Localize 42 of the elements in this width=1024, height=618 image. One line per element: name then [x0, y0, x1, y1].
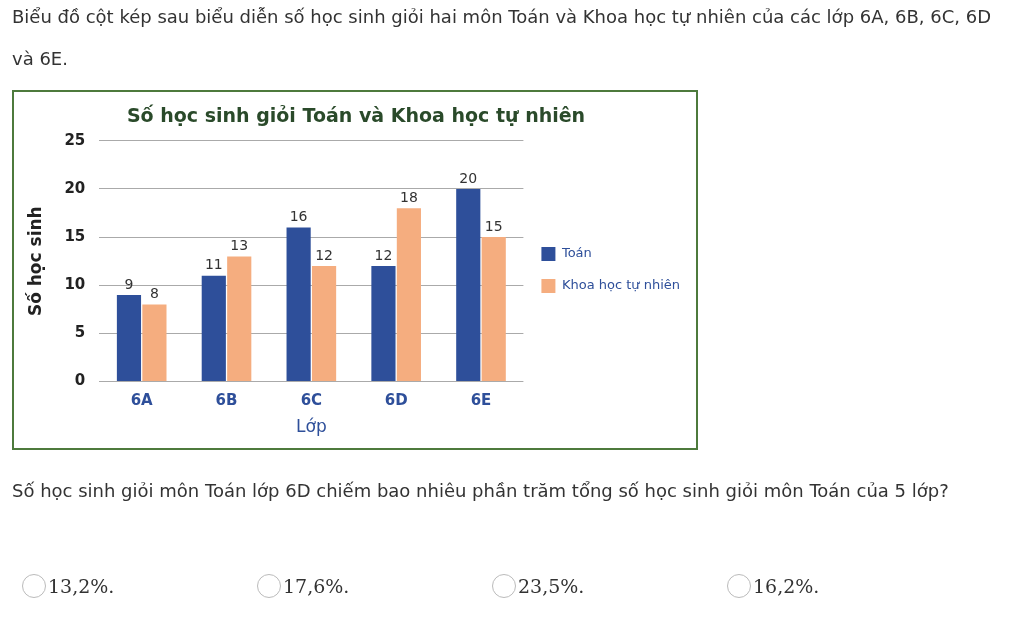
bar — [286, 227, 311, 382]
data-label: 20 — [459, 169, 478, 186]
bar — [371, 266, 396, 382]
legend-label: Toán — [560, 245, 592, 261]
text: 16,2%. — [753, 574, 820, 599]
y-tick-label: 25 — [64, 130, 86, 149]
data-label: 15 — [484, 217, 503, 234]
bar — [142, 304, 167, 382]
x-tick-label: 6D — [384, 391, 408, 410]
x-axis-title: Lớp — [296, 416, 327, 437]
legend-label: Khoa học tự nhiên — [561, 277, 681, 293]
data-label: 12 — [315, 246, 333, 263]
data-label: 8 — [149, 285, 159, 302]
text: Biểu đồ cột kép sau biểu diễn số học sinh giỏi hai môn Toán và Khoa học tự nhiên của các lớp 6A, 6B, 6C, 6D và 6E. — [12, 5, 992, 71]
bar — [116, 294, 142, 382]
bar — [201, 275, 226, 382]
x-tick-label: 6B — [215, 391, 238, 410]
y-tick-label: 10 — [64, 275, 86, 294]
data-label: 13 — [230, 237, 249, 254]
text: 13,2%. — [48, 574, 115, 599]
x-tick-label: 6C — [300, 391, 323, 410]
y-tick-label: 5 — [74, 323, 86, 342]
bar — [456, 188, 481, 382]
bar — [227, 256, 252, 382]
data-label: 12 — [374, 246, 393, 263]
data-label: 18 — [399, 188, 418, 205]
x-tick-label: 6A — [130, 391, 154, 410]
data-label: 11 — [204, 256, 223, 273]
y-axis-title: Số học sinh — [24, 206, 45, 317]
data-label: 16 — [289, 208, 308, 225]
bar — [396, 208, 421, 382]
y-tick-label: 15 — [64, 227, 86, 246]
bar — [481, 237, 506, 382]
y-tick-label: 20 — [64, 178, 86, 197]
text: 23,5%. — [518, 574, 585, 599]
text: 17,6%. — [283, 574, 350, 599]
text: Số học sinh giỏi môn Toán lớp 6D chiếm bao nhiêu phần trăm tổng số học sinh giỏi môn Toán của 5 lớp? — [12, 479, 950, 503]
data-label: 9 — [124, 275, 134, 292]
bar — [311, 266, 337, 382]
x-tick-label: 6E — [470, 391, 492, 410]
y-tick-label: 0 — [74, 371, 86, 390]
chart-title: Số học sinh giỏi Toán và Khoa học tự nhiên — [126, 104, 586, 127]
